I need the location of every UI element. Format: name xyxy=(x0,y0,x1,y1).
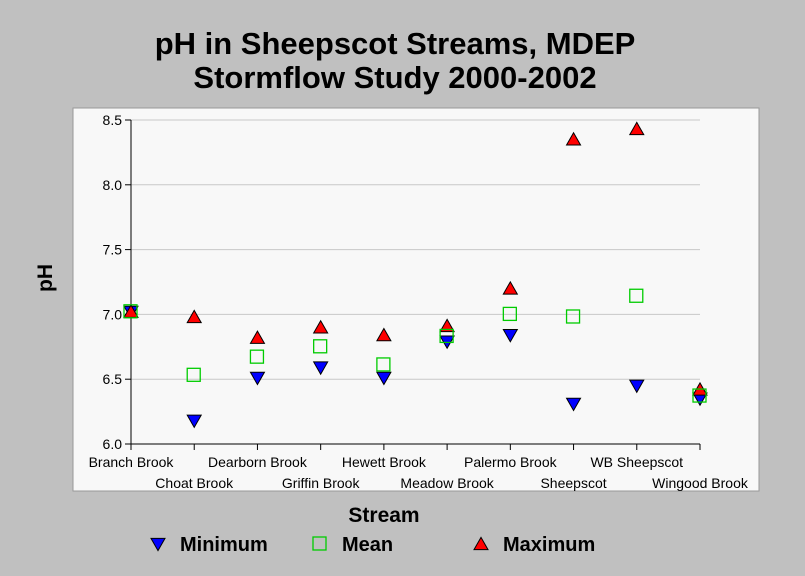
marker-minimum xyxy=(312,361,329,376)
marker-mean xyxy=(376,357,391,372)
y-tick-label: 6.0 xyxy=(103,436,123,452)
y-tick-label: 6.5 xyxy=(103,371,123,387)
x-tick-label: Sheepscot xyxy=(540,475,606,491)
marker-minimum xyxy=(502,329,519,343)
marker-mean xyxy=(565,309,581,324)
marker-mean xyxy=(629,288,644,303)
data-marks xyxy=(123,121,708,429)
axes xyxy=(125,119,701,450)
x-tick-label: Dearborn Brook xyxy=(208,454,308,470)
legend-label-minimum: Minimum xyxy=(180,534,268,556)
marker-mean xyxy=(249,349,265,364)
marker-maximum xyxy=(312,319,329,334)
marker-maximum xyxy=(186,309,203,324)
marker-mean xyxy=(123,304,138,319)
marker-minimum xyxy=(376,371,392,386)
y-tick-labels: 6.0 6.5 7.0 7.5 8.0 8.5 xyxy=(103,112,123,452)
marker-minimum xyxy=(565,397,582,412)
marker-mean xyxy=(186,367,201,382)
marker-maximum xyxy=(628,121,645,136)
x-tick-label: Hewett Brook xyxy=(342,454,427,470)
plot-panel xyxy=(72,107,760,492)
marker-minimum xyxy=(628,379,645,394)
legend-label-maximum: Maximum xyxy=(503,534,595,556)
marker-minimum xyxy=(186,414,203,429)
chart-title-line2: Stormflow Study 2000-2002 xyxy=(193,60,596,95)
legend: Minimum Mean Maximum xyxy=(150,534,595,556)
x-tick-label: WB Sheepscot xyxy=(590,454,683,470)
marker-minimum xyxy=(249,371,266,386)
marker-mean xyxy=(313,339,328,354)
marker-maximum xyxy=(565,131,582,146)
legend-marker-mean xyxy=(312,536,327,551)
y-tick-label: 8.5 xyxy=(103,112,123,128)
x-tick-label: Griffin Brook xyxy=(282,475,361,491)
x-tick-label: Choat Brook xyxy=(155,475,234,491)
legend-label-mean: Mean xyxy=(342,534,393,556)
marker-maximum xyxy=(249,330,266,344)
x-axis-title: Stream xyxy=(348,504,419,527)
marker-mean xyxy=(692,388,707,403)
x-tick-label: Meadow Brook xyxy=(400,475,494,491)
y-axis-title: pH xyxy=(34,264,57,292)
x-tick-label: Branch Brook xyxy=(89,454,175,470)
marker-maximum xyxy=(439,318,455,333)
grid-lines xyxy=(131,119,700,380)
x-tick-labels: Branch Brook Choat Brook Dearborn Brook Gri… xyxy=(89,454,749,491)
y-tick-label: 7.0 xyxy=(103,306,123,322)
chart-title-line1: pH in Sheepscot Streams, MDEP xyxy=(155,26,636,61)
x-tick-label: Wingood Brook xyxy=(652,475,749,491)
marker-mean xyxy=(502,306,517,322)
marker-mean xyxy=(439,328,454,344)
legend-marker-maximum xyxy=(473,536,489,551)
marker-maximum xyxy=(502,280,519,295)
legend-marker-minimum xyxy=(150,537,166,552)
x-tick-label: Palermo Brook xyxy=(464,454,558,470)
y-tick-label: 8.0 xyxy=(103,177,123,193)
marker-maximum xyxy=(376,327,392,342)
y-tick-label: 7.5 xyxy=(103,242,123,258)
